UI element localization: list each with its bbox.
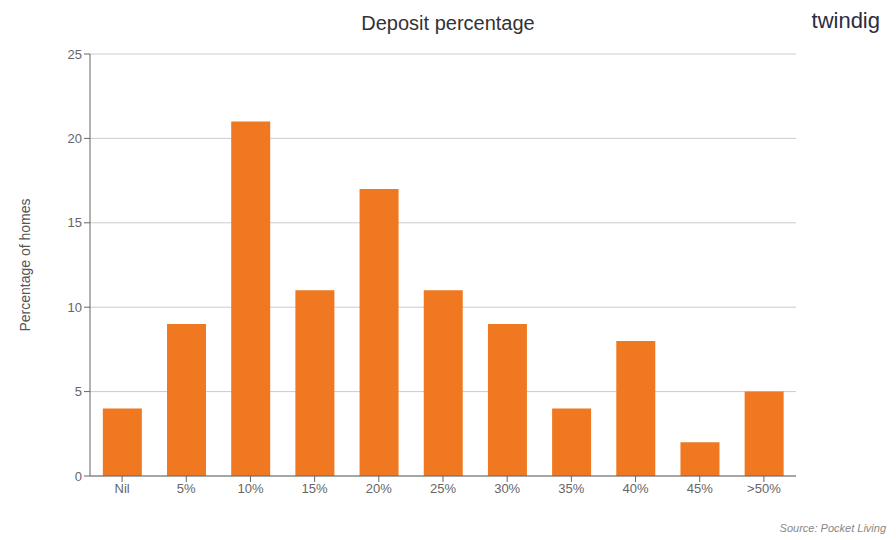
svg-text:30%: 30% (494, 481, 520, 496)
html-text:Deposit percentage: Deposit percentage (361, 12, 535, 34)
svg-text:20%: 20% (366, 481, 392, 496)
svg-text:5%: 5% (177, 481, 196, 496)
svg-text:10%: 10% (237, 481, 263, 496)
svg-text:45%: 45% (687, 481, 713, 496)
svg-text:>50%: >50% (747, 481, 781, 496)
svg-text:Nil: Nil (115, 481, 130, 496)
svg-text:Percentage of homes: Percentage of homes (17, 198, 33, 331)
html-text:Source: Pocket Living: Source: Pocket Living (779, 522, 886, 534)
svg-text:20: 20 (68, 131, 82, 146)
svg-text:15: 15 (68, 215, 82, 230)
html-text:twindig: twindig (811, 8, 880, 33)
svg-text:5: 5 (75, 384, 82, 399)
svg-text:40%: 40% (623, 481, 649, 496)
svg-text:25: 25 (68, 47, 82, 62)
svg-text:0: 0 (75, 469, 82, 484)
svg-text:35%: 35% (558, 481, 584, 496)
svg-text:10: 10 (68, 300, 82, 315)
svg-text:15%: 15% (302, 481, 328, 496)
svg-text:25%: 25% (430, 481, 456, 496)
